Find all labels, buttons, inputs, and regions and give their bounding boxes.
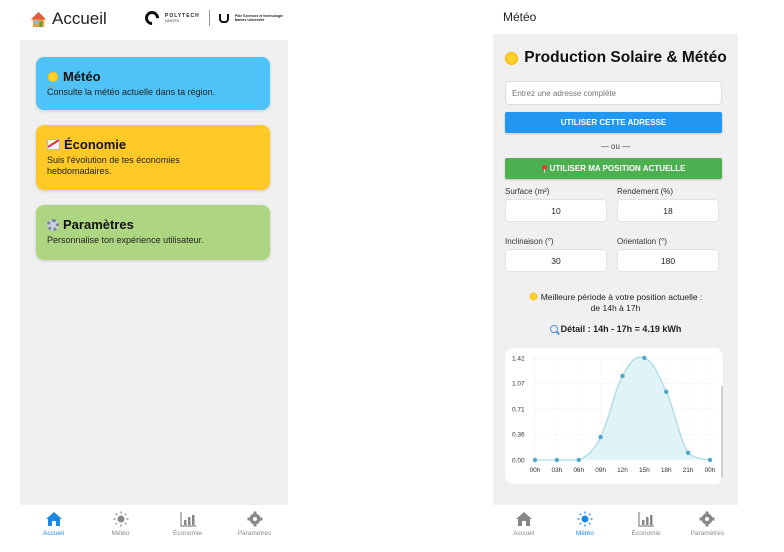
production-chart: 0.00 0.36 0.71 1.07 1.42 00h 03h 06h 09h 12h 15h 18… (505, 348, 723, 484)
svg-text:12h: 12h (617, 467, 628, 474)
logo-divider (208, 10, 210, 26)
svg-text:06h: 06h (573, 467, 584, 474)
nantes-universite-logo-icon (218, 13, 229, 23)
svg-text:1.07: 1.07 (512, 381, 525, 388)
svg-text:18h: 18h (661, 467, 672, 474)
polytech-logo-text: POLYTECH NANTES (165, 12, 200, 23)
scrollbar[interactable] (721, 386, 723, 478)
card-meteo[interactable]: Météo Consulte la météo actuelle dans ta… (36, 57, 270, 110)
nav-meteo[interactable]: Météo (87, 505, 154, 552)
svg-text:0.36: 0.36 (512, 432, 525, 439)
pin-icon (541, 164, 547, 173)
rendement-field: Rendement (%) (617, 187, 719, 222)
svg-text:09h: 09h (595, 467, 606, 474)
svg-text:15h: 15h (639, 467, 650, 474)
meteo-header: Météo (493, 0, 738, 34)
address-input[interactable] (505, 81, 722, 105)
page-title: Accueil (30, 9, 107, 29)
svg-text:00h: 00h (705, 467, 716, 474)
home-icon (45, 512, 62, 526)
svg-text:1.42: 1.42 (512, 356, 525, 363)
page-title-text: Accueil (52, 9, 107, 28)
detail-text: Détail : 14h - 17h = 4.19 kWh (493, 324, 738, 334)
meteo-screen: Météo Production Solaire & Météo UTILISE… (493, 0, 738, 552)
card-description: Personnalise ton expérience utilisateur. (47, 235, 204, 245)
svg-text:0.71: 0.71 (512, 407, 525, 414)
meteo-content: Production Solaire & Météo UTILISER CETT… (493, 34, 738, 505)
surface-input[interactable] (505, 199, 607, 222)
card-economie[interactable]: Économie Suis l'évolution de tes économi… (36, 125, 270, 190)
sun-icon (504, 50, 520, 66)
sun-icon (577, 511, 593, 527)
chart-increasing-icon (47, 139, 60, 150)
bar-chart-icon (179, 512, 196, 527)
page-title: Météo (503, 10, 537, 24)
inclinaison-input[interactable] (505, 249, 607, 272)
inclinaison-field: Inclinaison (°) (505, 237, 607, 272)
magnifier-icon (549, 325, 558, 333)
area-chart: 0.00 0.36 0.71 1.07 1.42 00h 03h 06h 09h 12h 15h 18… (512, 356, 716, 474)
use-location-button[interactable]: UTILISER MA POSITION ACTUELLE (505, 158, 722, 179)
card-description: Consulte la météo actuelle dans ta régio… (47, 87, 216, 97)
rendement-input[interactable] (617, 199, 719, 222)
svg-text:21h: 21h (683, 467, 694, 474)
bar-chart-icon (638, 512, 655, 527)
sun-icon (528, 292, 538, 301)
sun-icon (47, 70, 59, 83)
card-title: Économie (64, 137, 127, 152)
nav-parametres[interactable]: Paramètres (221, 505, 288, 552)
home-header: Accueil POLYTECH NANTES Pôle Sciences et… (20, 0, 288, 40)
nav-economie[interactable]: Économie (616, 505, 677, 552)
card-title: Météo (63, 69, 101, 84)
nav-economie[interactable]: Économie (154, 505, 221, 552)
bottom-nav: Accueil Météo Économie Paramètres (20, 505, 288, 552)
gear-icon (699, 511, 715, 527)
logos: POLYTECH NANTES Pôle Sciences et technol… (142, 8, 284, 28)
card-parametres[interactable]: Paramètres Personnalise ton expérience u… (36, 205, 270, 260)
sun-icon (113, 511, 128, 527)
svg-text:00h: 00h (530, 467, 541, 474)
surface-field: Surface (m²) (505, 187, 607, 222)
nav-accueil[interactable]: Accueil (493, 505, 554, 552)
or-separator: — ou — (600, 142, 631, 151)
svg-text:0.00: 0.00 (512, 458, 525, 465)
gear-icon (247, 511, 262, 527)
section-heading: Production Solaire & Météo (493, 49, 738, 67)
svg-text:03h: 03h (551, 467, 562, 474)
polytech-logo-icon (142, 8, 162, 28)
nav-accueil[interactable]: Accueil (20, 505, 87, 552)
card-title: Paramètres (63, 217, 134, 232)
home-icon (515, 512, 532, 526)
nav-meteo[interactable]: Météo (554, 505, 615, 552)
house-icon (30, 11, 47, 27)
home-content: Météo Consulte la météo actuelle dans ta… (20, 40, 288, 505)
gear-icon (47, 218, 59, 231)
use-address-button[interactable]: UTILISER CETTE ADRESSE (505, 112, 722, 133)
nav-parametres[interactable]: Paramètres (677, 505, 738, 552)
best-period-text: Meilleure période à votre position actue… (503, 292, 728, 314)
nantes-universite-logo-text: Pôle Sciences et technologie Nantes Univ… (234, 14, 284, 22)
orientation-input[interactable] (617, 249, 719, 272)
home-screen: Accueil POLYTECH NANTES Pôle Sciences et… (20, 0, 288, 552)
orientation-field: Orientation (°) (617, 237, 719, 272)
bottom-nav: Accueil Météo Économie Paramètres (493, 505, 738, 552)
card-description: Suis l'évolution de tes économies hebdom… (47, 155, 180, 176)
